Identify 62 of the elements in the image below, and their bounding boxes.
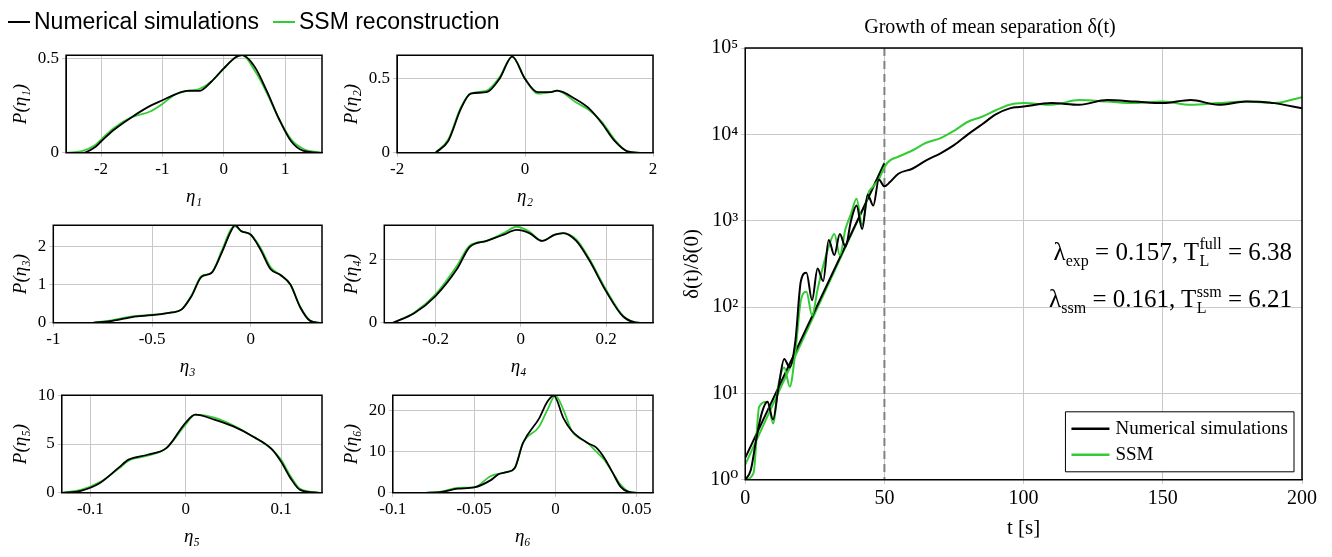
x-tick-label: 0 [246, 329, 256, 349]
y-axis-title: P(η₃) [9, 253, 32, 296]
x-tick-label: -0.1 [379, 499, 407, 519]
x-tick-label: -0.5 [138, 329, 166, 349]
y-tick-label: 0 [37, 312, 47, 332]
y-tick-label: 2 [368, 249, 378, 269]
x-tick-label: 0 [520, 159, 530, 179]
y-axis-title: P(η₅) [9, 423, 32, 466]
x-tick-label: -0.1 [76, 499, 104, 519]
y-tick-label: 0 [368, 312, 378, 332]
x-axis-title: η₃ [179, 354, 196, 376]
y-tick-label: 20 [368, 399, 386, 419]
x-tick-label: 100 [1008, 486, 1039, 509]
x-axis-title: η₆ [514, 524, 531, 546]
y-axis-title: δ(t)/δ(0) [679, 228, 704, 299]
x-axis-title: η₂ [517, 184, 534, 206]
y-tick-label: 1 [37, 273, 47, 293]
y-tick-label: 0.5 [37, 48, 60, 68]
y-axis-title: P(η₄) [340, 253, 363, 296]
y-axis-title: P(η₁) [9, 83, 32, 126]
y-tick-label: 0 [50, 142, 60, 162]
y-tick-label: 10⁵ [711, 35, 739, 58]
chart-title: Growth of mean separation δ(t) [864, 15, 1116, 39]
x-tick-label: -1 [155, 159, 170, 179]
x-tick-label: 0.2 [595, 329, 617, 349]
y-tick-label: 10² [712, 294, 739, 317]
x-axis-title: t [s] [1006, 514, 1041, 539]
x-tick-label: 200 [1287, 486, 1317, 509]
legend-label: Numerical simulations [34, 8, 259, 35]
x-tick-label: 0 [219, 159, 229, 179]
x-tick-label: -1 [46, 329, 61, 349]
y-tick-label: 10¹ [712, 380, 739, 403]
y-tick-label: 10⁰ [710, 467, 739, 490]
y-tick-label: 0 [381, 142, 391, 162]
x-axis-title: η₅ [183, 524, 200, 546]
y-tick-label: 10⁴ [711, 121, 739, 144]
x-tick-label: 0 [551, 499, 560, 519]
x-tick-label: 0.05 [621, 499, 652, 519]
y-tick-label: 10 [368, 440, 386, 460]
x-axis-title: η₁ [186, 184, 203, 206]
legend-label: SSM [1115, 442, 1154, 464]
x-tick-label: 2 [648, 159, 658, 179]
x-tick-label: -0.2 [422, 329, 449, 349]
x-axis-title: η₄ [510, 354, 527, 376]
x-tick-label: 0 [181, 499, 190, 519]
legend-label: SSM reconstruction [298, 8, 500, 35]
x-tick-label: -0.05 [456, 499, 492, 519]
x-tick-label: 50 [874, 486, 895, 509]
x-tick-label: 0.1 [270, 499, 292, 519]
y-tick-label: 10 [37, 384, 55, 404]
x-tick-label: -2 [389, 159, 405, 179]
y-axis-title: P(η₆) [340, 423, 363, 466]
legend-label: Numerical simulations [1115, 416, 1289, 438]
y-axis-title: P(η₂) [340, 83, 363, 126]
y-tick-label: 2 [37, 235, 47, 255]
x-tick-label: -2 [93, 159, 109, 179]
y-tick-label: 10³ [712, 207, 739, 230]
y-tick-label: 5 [46, 433, 55, 453]
x-tick-label: 0 [516, 329, 526, 349]
x-tick-label: 1 [280, 159, 290, 179]
y-tick-label: 0.5 [368, 68, 391, 88]
x-tick-label: 150 [1147, 486, 1178, 509]
